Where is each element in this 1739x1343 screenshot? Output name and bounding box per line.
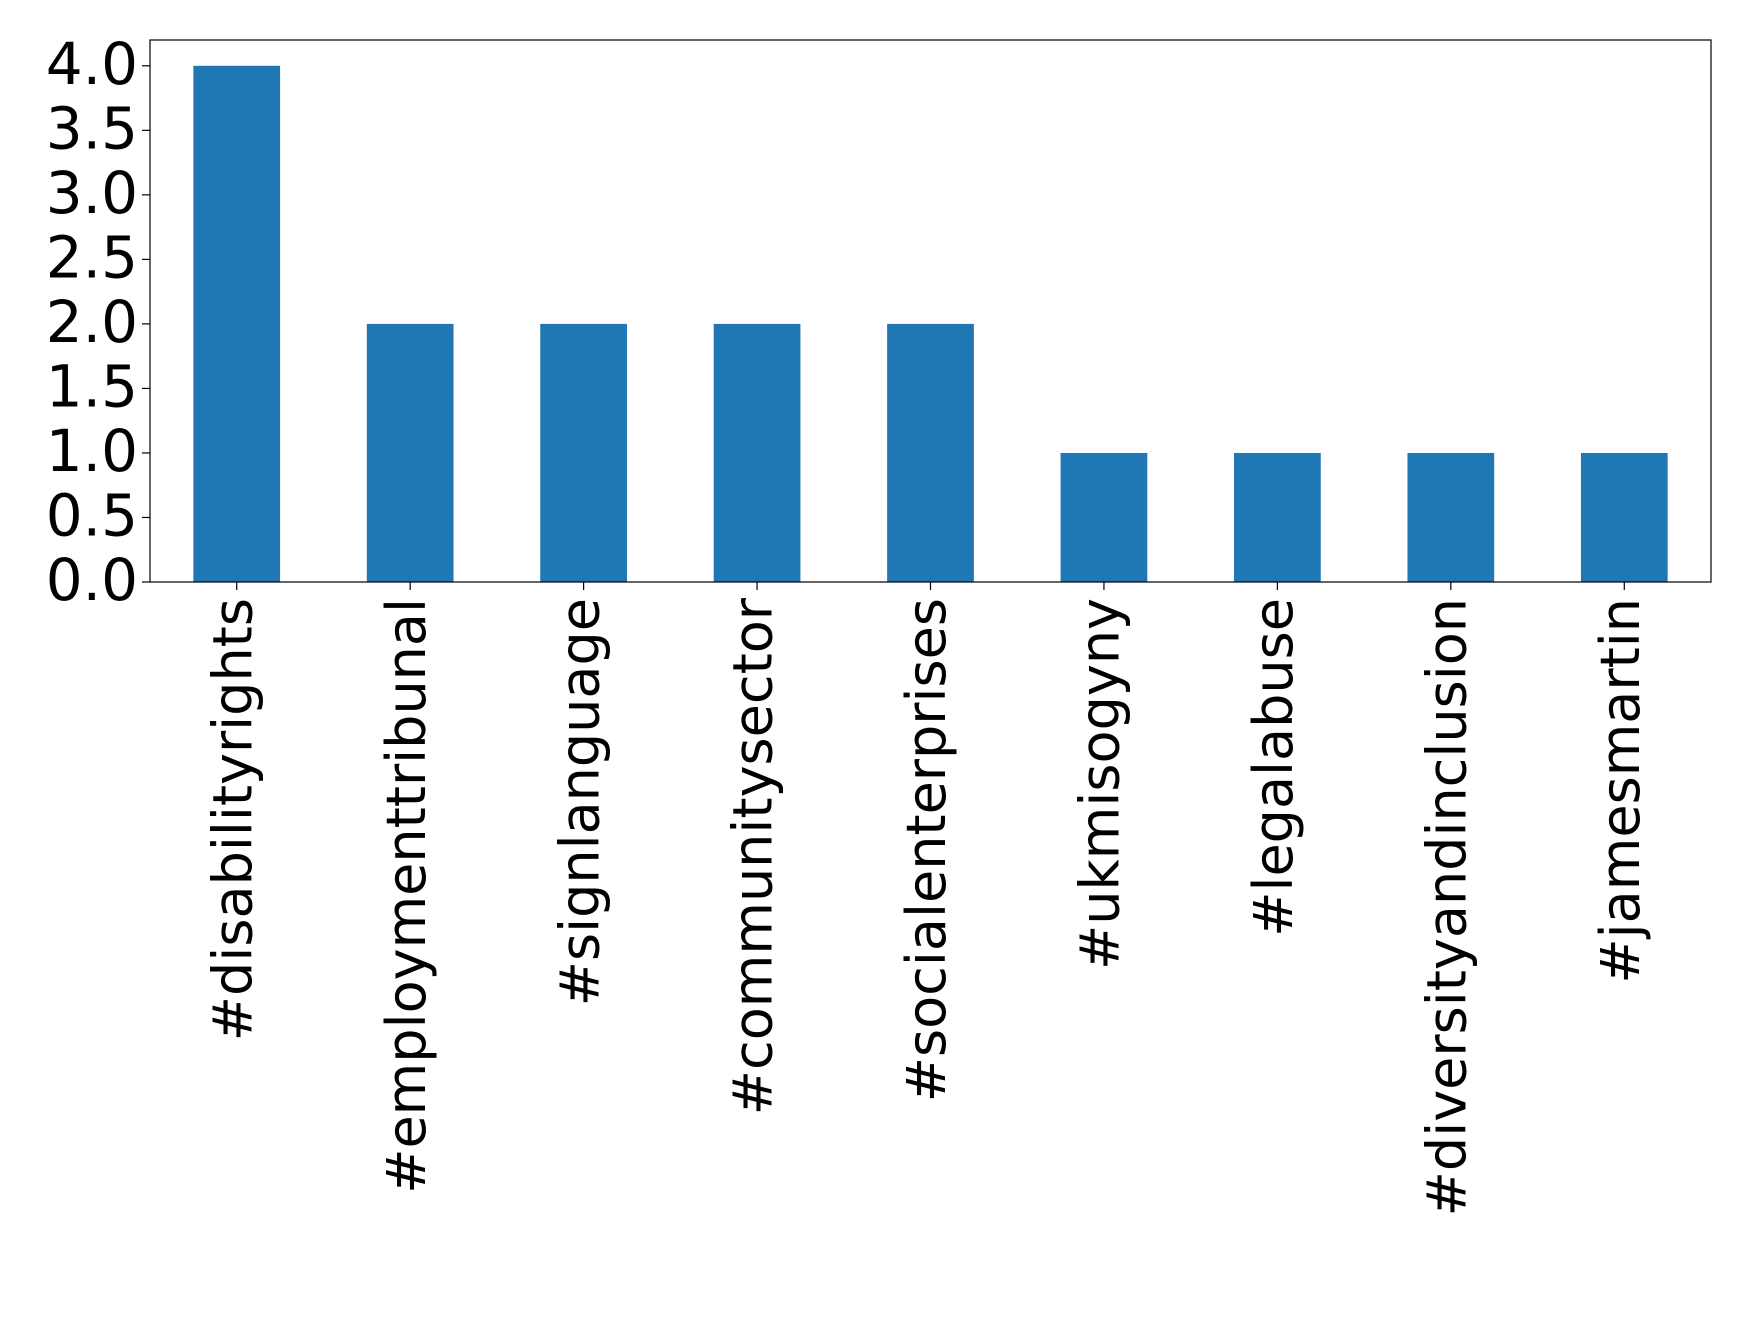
bar: [1060, 452, 1148, 582]
x-tick-label: #communitysector: [722, 597, 785, 1115]
bar: [193, 65, 281, 583]
bar: [540, 323, 627, 582]
y-tick-label: 2.5: [46, 223, 138, 291]
bar: [1580, 452, 1668, 582]
y-tick-label: 3.0: [46, 159, 138, 227]
x-tick-label: #signlanguage: [548, 598, 611, 1006]
bar: [713, 323, 801, 582]
x-tick-label: #jamesmartin: [1589, 598, 1652, 984]
y-tick-label: 2.0: [46, 288, 138, 356]
bar: [887, 323, 974, 582]
bar: [1407, 452, 1495, 582]
x-tick-label: #legalabuse: [1242, 598, 1305, 937]
x-tick-label: #socialenterprises: [895, 598, 958, 1102]
y-tick-label: 1.0: [46, 417, 138, 485]
x-tick-label: #disabilityrights: [201, 598, 264, 1041]
y-tick-label: 0.5: [46, 482, 138, 550]
y-tick-label: 0.0: [46, 546, 138, 614]
y-tick-label: 4.0: [46, 30, 138, 98]
y-tick-label: 3.5: [46, 94, 138, 162]
plot-frame: [149, 39, 1712, 583]
x-tick-label: #ukmisogyny: [1069, 598, 1132, 970]
y-tick-label: 1.5: [46, 353, 138, 421]
x-tick-label: #employmenttribunal: [375, 598, 438, 1194]
bar: [1234, 452, 1321, 582]
x-tick-label: #diversityandinclusion: [1415, 598, 1478, 1216]
bar: [366, 323, 454, 582]
